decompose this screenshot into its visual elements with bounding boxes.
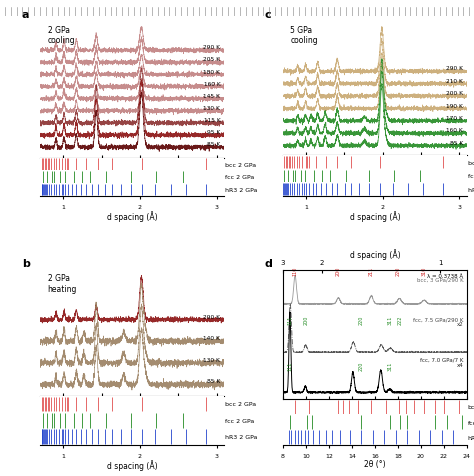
Text: 2 GPa
cooling: 2 GPa cooling	[48, 26, 75, 45]
Text: hR3 2 GPa: hR3 2 GPa	[225, 435, 257, 439]
Text: 140 K: 140 K	[203, 336, 220, 340]
Text: x4: x4	[456, 362, 463, 367]
Text: 85 K: 85 K	[207, 142, 220, 147]
X-axis label: d spacing (Å): d spacing (Å)	[350, 249, 400, 260]
Text: 311: 311	[388, 361, 393, 370]
Text: 130 K: 130 K	[203, 357, 220, 362]
Text: fcc: fcc	[468, 420, 474, 425]
Text: bcc, 3 GPa/290 K: bcc, 3 GPa/290 K	[417, 277, 463, 281]
Text: 290 K: 290 K	[446, 66, 463, 71]
Text: 110: 110	[292, 266, 298, 275]
X-axis label: 2θ (°): 2θ (°)	[364, 459, 386, 468]
Text: fcc, 7.5 GPa/290 K: fcc, 7.5 GPa/290 K	[413, 317, 463, 321]
Text: x2: x2	[456, 322, 463, 327]
Text: 200: 200	[304, 315, 309, 324]
Text: 170 K: 170 K	[446, 116, 463, 121]
Text: 205 K: 205 K	[203, 57, 220, 62]
Text: fcc 2 GPa: fcc 2 GPa	[225, 175, 255, 180]
Text: bcc: bcc	[468, 405, 474, 409]
X-axis label: d spacing (Å): d spacing (Å)	[107, 210, 157, 221]
Text: 130 K: 130 K	[203, 106, 220, 111]
Text: d: d	[264, 259, 273, 269]
Text: 2 GPa
heating: 2 GPa heating	[48, 274, 77, 293]
Text: 190 K: 190 K	[446, 103, 463, 109]
Text: 311: 311	[388, 315, 393, 324]
Text: 290 K: 290 K	[203, 45, 220, 50]
Text: a: a	[22, 10, 29, 20]
Text: b: b	[22, 259, 30, 269]
Text: fcc, 7.0 GPa/7 K: fcc, 7.0 GPa/7 K	[420, 357, 463, 362]
X-axis label: d spacing (Å): d spacing (Å)	[350, 210, 400, 221]
Text: 220: 220	[396, 266, 401, 275]
Text: 145 K: 145 K	[203, 94, 220, 99]
Text: 85 K: 85 K	[207, 379, 220, 384]
Text: 220: 220	[359, 315, 364, 324]
Text: 111: 111	[288, 315, 293, 324]
Text: fcc 5 GPa: fcc 5 GPa	[468, 174, 474, 179]
Text: 85 K: 85 K	[450, 140, 463, 146]
Text: hR3: hR3	[468, 435, 474, 440]
Text: 222: 222	[398, 315, 402, 324]
X-axis label: d spacing (Å): d spacing (Å)	[107, 459, 157, 470]
Text: 310: 310	[421, 266, 426, 275]
Text: 160 K: 160 K	[447, 128, 463, 133]
Text: 220: 220	[359, 361, 364, 370]
Text: 210 K: 210 K	[446, 79, 463, 84]
Text: 290 K: 290 K	[203, 314, 220, 319]
Text: bcc 2 GPa: bcc 2 GPa	[225, 162, 256, 167]
Text: 160 K: 160 K	[204, 81, 220, 87]
Text: 111: 111	[288, 361, 293, 370]
Text: λ = 0.3738 Å: λ = 0.3738 Å	[427, 273, 463, 278]
Text: 95 K: 95 K	[207, 130, 220, 135]
Text: 200 K: 200 K	[446, 91, 463, 96]
Text: bcc 5 GPa: bcc 5 GPa	[468, 160, 474, 165]
Text: 180 K: 180 K	[203, 69, 220, 74]
Text: 200: 200	[336, 266, 341, 275]
Text: hR3 5 GPa: hR3 5 GPa	[468, 187, 474, 192]
Text: bcc 2 GPa: bcc 2 GPa	[225, 402, 256, 407]
Text: 5 GPa
cooling: 5 GPa cooling	[291, 25, 318, 45]
Text: 115 K: 115 K	[204, 118, 220, 123]
Text: 211: 211	[368, 266, 374, 275]
Text: hR3 2 GPa: hR3 2 GPa	[225, 188, 257, 193]
Text: fcc 2 GPa: fcc 2 GPa	[225, 418, 255, 423]
Text: c: c	[264, 10, 271, 20]
